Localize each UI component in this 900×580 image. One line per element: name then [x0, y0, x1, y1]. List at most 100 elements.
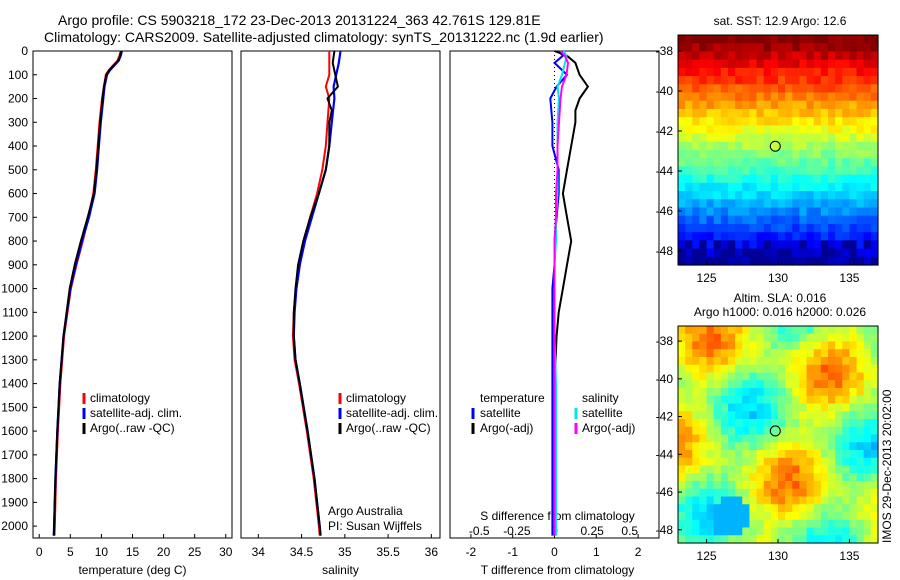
y-tick-label: 900 [8, 258, 28, 272]
heatmap-cell [856, 473, 865, 482]
heatmap-cell [735, 512, 743, 521]
heatmap-cell [835, 380, 843, 389]
heatmap-cell [778, 388, 786, 397]
heatmap-cell [785, 158, 793, 168]
series-line-argo-raw-qc- [292, 50, 339, 536]
heatmap-cell [842, 158, 851, 168]
heatmap-cell [849, 256, 858, 266]
heatmap-cell [856, 496, 865, 505]
heatmap-cell [678, 434, 686, 443]
heatmap-cell [678, 223, 686, 233]
heatmap-cell [842, 395, 851, 405]
heatmap-cell [778, 535, 786, 544]
heatmap-cell [749, 51, 758, 61]
heatmap-cell [692, 473, 701, 482]
heatmap-cell [870, 380, 879, 389]
heatmap-cell [678, 364, 686, 374]
heatmap-cell [749, 442, 758, 451]
heatmap-cell [828, 488, 836, 498]
heatmap-cell [813, 67, 822, 77]
heatmap-cell [735, 473, 743, 482]
heatmap-cell [678, 232, 686, 241]
heatmap-cell [842, 512, 851, 521]
heatmap-cell [870, 125, 879, 135]
heatmap-cell [692, 248, 701, 258]
heatmap-cell [835, 504, 843, 513]
heatmap-cell [742, 349, 751, 358]
heatmap-cell [813, 349, 822, 358]
heatmap-cell [856, 174, 865, 184]
heatmap-cell [828, 141, 836, 151]
heatmap-cell [763, 519, 772, 529]
heatmap-cell [849, 364, 858, 374]
heatmap-cell [785, 403, 793, 412]
plot-frame [32, 50, 233, 539]
heatmap-cell [849, 504, 858, 513]
heatmap-cell [699, 223, 708, 233]
heatmap-cell [685, 349, 693, 358]
heatmap-cell [799, 182, 808, 192]
heatmap-cell [813, 504, 822, 513]
heatmap-cell [763, 419, 772, 428]
heatmap-cell [763, 43, 772, 53]
heatmap-cell [742, 519, 751, 529]
heatmap-cell [820, 84, 829, 94]
heatmap-cell [849, 133, 858, 143]
heatmap-cell [720, 76, 729, 85]
heatmap-cell [799, 191, 808, 200]
heatmap-cell [728, 207, 736, 217]
heatmap-cell [842, 223, 851, 233]
heatmap-cell [770, 395, 779, 405]
heatmap-cell [756, 481, 765, 490]
heatmap-cell [706, 426, 715, 436]
heatmap-cell [778, 457, 786, 467]
heatmap-cell [685, 326, 693, 335]
heatmap-cell [820, 223, 829, 233]
heatmap-cell [849, 150, 858, 159]
heatmap-cell [806, 473, 815, 482]
heatmap-cell [770, 349, 779, 358]
heatmap-cell [692, 207, 701, 217]
heatmap-cell [692, 488, 701, 498]
heatmap-cell [770, 357, 779, 366]
heatmap-cell [828, 100, 836, 110]
heatmap-cell [706, 182, 715, 192]
heatmap-cell [763, 333, 772, 343]
heatmap-cell [792, 174, 801, 184]
heatmap-cell [820, 256, 829, 266]
heatmap-cell [678, 133, 686, 143]
heatmap-cell [842, 341, 851, 350]
heatmap-cell [720, 191, 729, 200]
heatmap-cell [799, 496, 808, 505]
series-line-salinity-satellite [553, 50, 568, 536]
heatmap-cell [792, 248, 801, 258]
heatmap-cell [842, 207, 851, 217]
heatmap-cell [799, 364, 808, 374]
heatmap-cell [799, 395, 808, 405]
heatmap-cell [742, 191, 751, 200]
heatmap-cell [863, 125, 872, 135]
heatmap-cell [856, 457, 865, 467]
heatmap-cell [856, 481, 865, 490]
heatmap-cell [863, 215, 872, 225]
heatmap-cell [863, 349, 872, 358]
heatmap-cell [685, 51, 693, 61]
x2-tick-label: -0.5 [469, 524, 490, 538]
heatmap-cell [685, 84, 693, 94]
heatmap-cell [806, 182, 815, 192]
y-tick-label: -38 [656, 334, 674, 348]
heatmap-cell [735, 496, 743, 505]
heatmap-cell [692, 174, 701, 184]
heatmap-cell [735, 326, 743, 335]
heatmap-cell [713, 67, 722, 77]
heatmap-cell [835, 403, 843, 412]
heatmap-cell [742, 158, 751, 168]
heatmap-cell [685, 35, 693, 44]
heatmap-cell [828, 166, 836, 176]
heatmap-cell [813, 496, 822, 505]
heatmap-cell [813, 519, 822, 529]
legend-label: Argo(..raw -QC) [90, 421, 175, 435]
heatmap-cell [785, 457, 793, 467]
heatmap-cell [842, 43, 851, 53]
heatmap-cell [785, 527, 793, 536]
